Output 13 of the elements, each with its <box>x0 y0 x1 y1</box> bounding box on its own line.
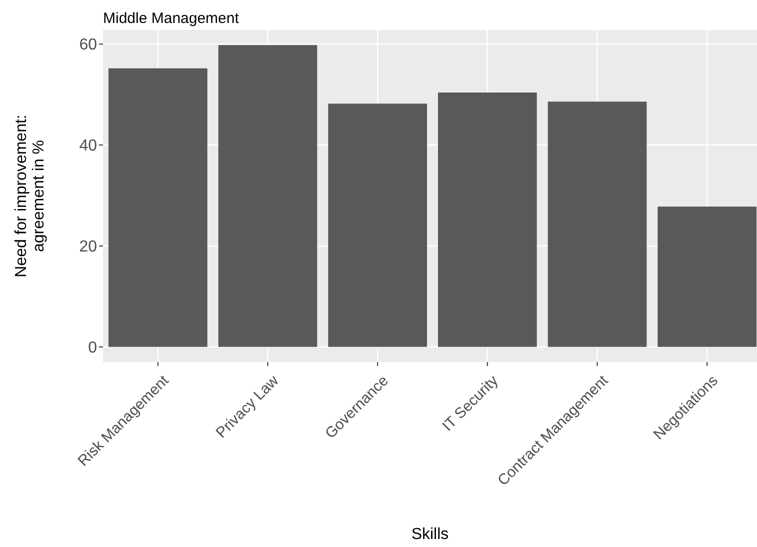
y-tick-label: 60 <box>79 36 98 54</box>
bar <box>108 68 208 347</box>
bar <box>328 104 428 347</box>
bar <box>218 45 318 347</box>
y-tick-label: 40 <box>79 138 98 155</box>
bar <box>548 102 647 347</box>
y-tick-label: 0 <box>88 340 98 357</box>
chart-title: Middle Management <box>103 10 240 27</box>
x-axis-title: Skills <box>411 526 449 543</box>
bar <box>438 92 537 347</box>
y-axis-title: Need for improvement: agreement in % <box>13 114 48 278</box>
bar <box>658 206 757 347</box>
y-tick-label: 20 <box>79 238 98 256</box>
